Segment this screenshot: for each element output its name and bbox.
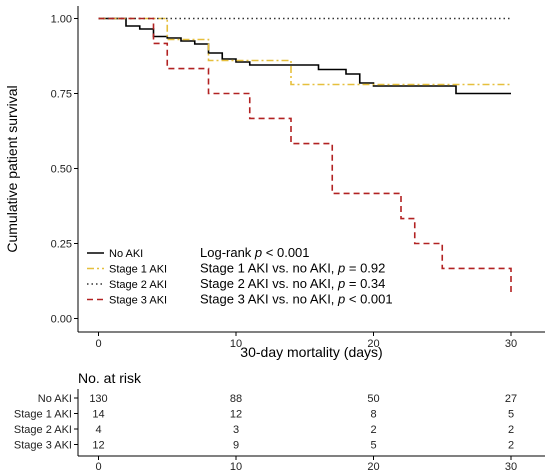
risk-x-tick-label: 30 xyxy=(505,461,517,473)
y-axis-label: Cumulative patient survival xyxy=(4,85,20,252)
risk-row-label-stage-3-aki: Stage 3 AKI xyxy=(14,440,72,452)
annotation-p: p xyxy=(337,292,345,307)
risk-count-stage-2-aki: 2 xyxy=(508,424,514,436)
risk-table-title: No. at risk xyxy=(78,370,142,386)
annotation-value: = 0.34 xyxy=(345,276,385,291)
risk-count-stage-3-aki: 12 xyxy=(92,440,104,452)
risk-count-stage-3-aki: 5 xyxy=(370,440,376,452)
risk-count-stage-1-aki: 12 xyxy=(230,409,242,421)
annotation-3: Stage 2 AKI vs. no AKI, p = 0.34 xyxy=(200,276,385,291)
y-tick-label: 0.75 xyxy=(51,89,72,101)
y-tick-label: 0.00 xyxy=(51,314,72,326)
x-axis-label: 30-day mortality (days) xyxy=(240,344,382,360)
y-tick-label: 0.50 xyxy=(51,164,72,176)
legend-label-no-aki: No AKI xyxy=(109,248,143,260)
risk-row-label-stage-2-aki: Stage 2 AKI xyxy=(14,424,72,436)
annotation-text: Stage 1 AKI vs. no AKI, xyxy=(200,261,338,276)
annotation-2: Stage 1 AKI vs. no AKI, p = 0.92 xyxy=(200,261,385,276)
legend-label-stage-1-aki: Stage 1 AKI xyxy=(109,264,167,276)
risk-count-no-aki: 130 xyxy=(89,393,107,405)
risk-count-stage-2-aki: 3 xyxy=(233,424,239,436)
risk-count-stage-1-aki: 5 xyxy=(508,409,514,421)
x-tick-label: 0 xyxy=(95,338,101,350)
annotation-4: Stage 3 AKI vs. no AKI, p < 0.001 xyxy=(200,292,393,307)
legend-label-stage-2-aki: Stage 2 AKI xyxy=(109,279,167,291)
y-tick-label: 0.25 xyxy=(51,239,72,251)
risk-count-no-aki: 88 xyxy=(230,393,242,405)
survival-plot: 0.00 0.25 0.50 0.75 1.00 0 10 20 30 30-day mortal… xyxy=(4,6,545,360)
legend: No AKI Stage 1 AKI Stage 2 AKI Stage 3 AKI xyxy=(87,248,167,307)
annotation-text: Stage 3 AKI vs. no AKI, xyxy=(200,292,338,307)
risk-count-stage-1-aki: 14 xyxy=(92,409,104,421)
series-line-stage-1-aki xyxy=(98,17,511,86)
x-tick-label: 30 xyxy=(505,338,517,350)
risk-count-stage-2-aki: 4 xyxy=(95,424,101,436)
annotation-p: p xyxy=(337,261,345,276)
risk-count-no-aki: 50 xyxy=(367,393,379,405)
annotation-p: p xyxy=(337,276,345,291)
risk-x-tick-label: 0 xyxy=(95,461,101,473)
risk-count-stage-3-aki: 2 xyxy=(508,440,514,452)
legend-label-stage-3-aki: Stage 3 AKI xyxy=(109,295,167,307)
y-tick-label: 1.00 xyxy=(51,14,72,26)
annotation-value: < 0.001 xyxy=(345,292,392,307)
annotation-text: Log-rank xyxy=(200,245,255,260)
annotation-value: = 0.92 xyxy=(345,261,385,276)
x-tick-label: 10 xyxy=(230,338,242,350)
series-line-no-aki xyxy=(98,17,511,95)
risk-count-stage-1-aki: 8 xyxy=(370,409,376,421)
risk-count-stage-2-aki: 2 xyxy=(370,424,376,436)
risk-x-tick-label: 20 xyxy=(367,461,379,473)
annotation-value: < 0.001 xyxy=(262,245,309,260)
annotation-p: p xyxy=(254,245,262,260)
series-line-stage-3-aki xyxy=(98,17,512,294)
risk-row-label-no-aki: No AKI xyxy=(38,393,72,405)
risk-count-no-aki: 27 xyxy=(505,393,517,405)
risk-x-tick-label: 10 xyxy=(230,461,242,473)
annotation-text: Stage 2 AKI vs. no AKI, xyxy=(200,276,338,291)
annotation-1: Log-rank p < 0.001 xyxy=(200,245,310,260)
risk-count-stage-3-aki: 9 xyxy=(233,440,239,452)
risk-row-label-stage-1-aki: Stage 1 AKI xyxy=(14,409,72,421)
x-tick-label: 20 xyxy=(367,338,379,350)
